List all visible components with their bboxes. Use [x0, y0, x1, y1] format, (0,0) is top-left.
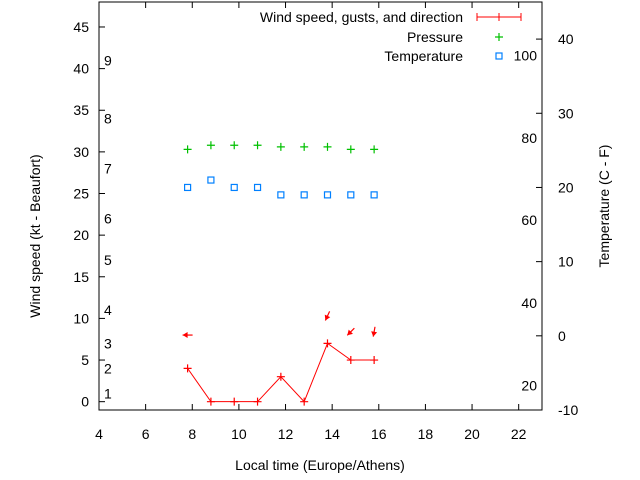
wind-point — [230, 397, 239, 406]
y2-tick-label: 10 — [558, 254, 574, 270]
pressure-point — [276, 142, 285, 151]
wind-direction-arrowhead — [371, 331, 378, 337]
fahrenheit-label: 20 — [521, 378, 537, 394]
x-tick-label: 4 — [95, 426, 103, 442]
wind-direction-arrowhead — [324, 314, 331, 321]
y-tick-label: 40 — [73, 61, 89, 77]
x-tick-label: 22 — [511, 426, 527, 442]
y-tick-label: 30 — [73, 144, 89, 160]
wind-point — [183, 364, 192, 373]
beaufort-label: 4 — [104, 302, 112, 318]
y-tick-label: 35 — [73, 102, 89, 118]
wind-point — [300, 397, 309, 406]
temperature-point — [300, 191, 308, 199]
y-tick-label: 45 — [73, 19, 89, 35]
y2-tick-label: 20 — [558, 179, 574, 195]
wind-point — [276, 372, 285, 381]
wind-point — [253, 397, 262, 406]
x-tick-label: 20 — [464, 426, 480, 442]
y-tick-label: 15 — [73, 269, 89, 285]
legend-label-pressure: Pressure — [407, 29, 463, 45]
beaufort-label: 1 — [104, 385, 112, 401]
pressure-point — [230, 141, 239, 150]
pressure-point — [300, 142, 309, 151]
y2-tick-label: 0 — [558, 328, 566, 344]
pressure-point — [183, 145, 192, 154]
y-tick-label: 0 — [81, 394, 89, 410]
y2-tick-label: 40 — [558, 31, 574, 47]
legend-marker-temperature — [495, 52, 503, 60]
y-tick-label: 10 — [73, 310, 89, 326]
x-tick-label: 18 — [418, 426, 434, 442]
y2-tick-label: -10 — [558, 402, 578, 418]
temperature-point — [277, 191, 285, 199]
y-axis-label: Wind speed (kt - Beaufort) — [27, 154, 43, 317]
wind-point — [323, 339, 332, 348]
x-tick-label: 10 — [231, 426, 247, 442]
temperature-point — [347, 191, 355, 199]
beaufort-label: 7 — [104, 161, 112, 177]
wind-point — [346, 356, 355, 365]
x-tick-label: 8 — [188, 426, 196, 442]
temperature-point — [230, 183, 238, 192]
temperature-point — [184, 183, 192, 192]
y-tick-label: 20 — [73, 227, 89, 243]
legend-marker-wind — [476, 13, 522, 21]
legend-marker-pressure — [495, 33, 503, 41]
temperature-point — [323, 191, 332, 199]
y2-tick-label: 30 — [558, 105, 574, 121]
wind-point — [370, 356, 379, 365]
beaufort-label: 6 — [104, 210, 112, 226]
beaufort-label: 3 — [104, 335, 112, 351]
y-tick-label: 25 — [73, 186, 89, 202]
plot-border — [98, 1, 543, 411]
beaufort-label: 8 — [104, 111, 112, 127]
fahrenheit-label: 100 — [514, 47, 538, 63]
legend-label-wind: Wind speed, gusts, and direction — [260, 9, 463, 25]
y2-axis-label: Temperature (C - F) — [596, 145, 612, 268]
wind-direction-arrowhead — [182, 332, 188, 339]
fahrenheit-label: 60 — [521, 212, 537, 228]
temperature-point — [370, 191, 378, 199]
pressure-point — [253, 141, 262, 150]
pressure-point — [346, 145, 355, 154]
pressure-point — [370, 145, 379, 154]
wind-point — [206, 397, 215, 406]
fahrenheit-label: 80 — [521, 130, 537, 146]
legend-label-temperature: Temperature — [384, 48, 463, 64]
wind-direction-arrowhead — [347, 329, 353, 336]
x-tick-label: 16 — [371, 426, 387, 442]
fahrenheit-label: 40 — [521, 295, 537, 311]
beaufort-label: 9 — [104, 52, 112, 68]
x-tick-label: 14 — [324, 426, 340, 442]
y-tick-label: 5 — [81, 352, 89, 368]
x-axis-label: Local time (Europe/Athens) — [235, 457, 405, 473]
x-tick-label: 12 — [278, 426, 294, 442]
beaufort-label: 2 — [104, 360, 112, 376]
temperature-point — [253, 183, 262, 192]
pressure-point — [206, 141, 215, 150]
temperature-point — [207, 176, 215, 184]
x-tick-label: 6 — [142, 426, 150, 442]
pressure-point — [323, 142, 332, 151]
beaufort-label: 5 — [104, 252, 112, 268]
wind-line — [187, 342, 375, 403]
